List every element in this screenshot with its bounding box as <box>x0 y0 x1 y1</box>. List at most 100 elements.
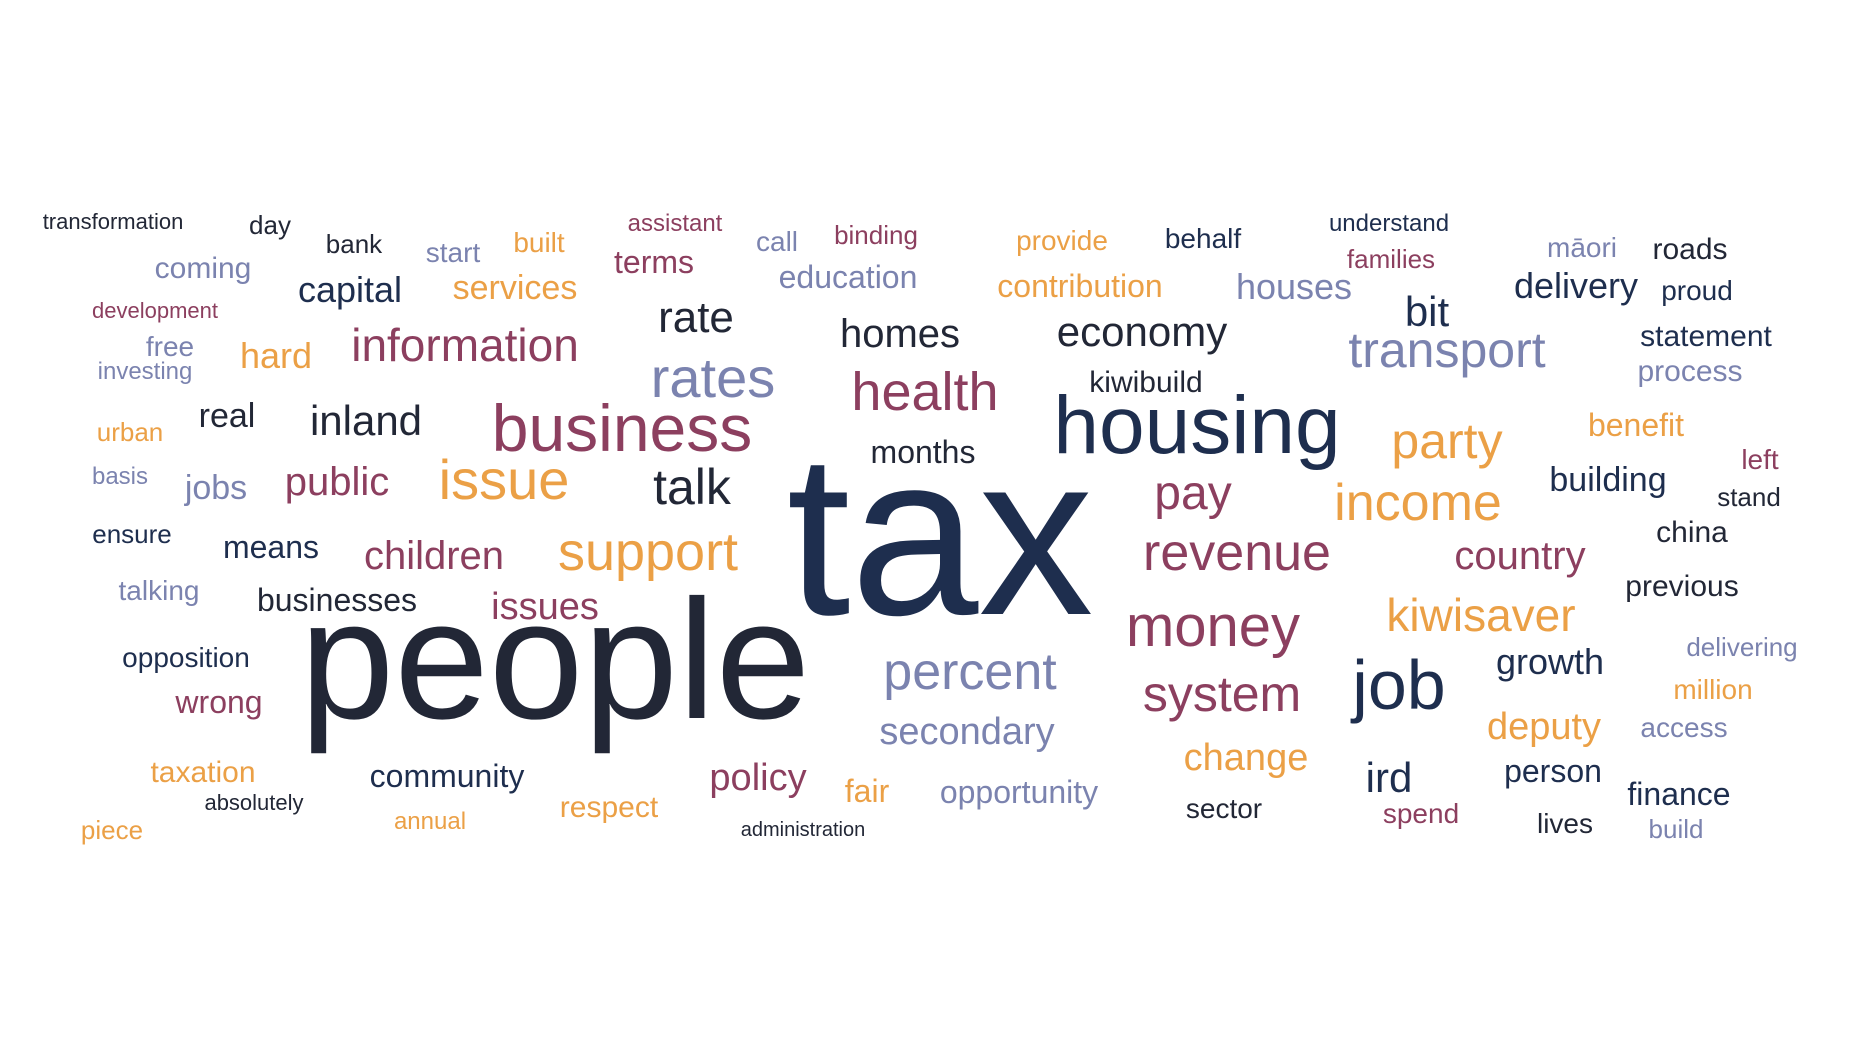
word-housing: housing <box>1053 380 1341 471</box>
word-built: built <box>513 227 565 258</box>
word-hard: hard <box>239 335 313 376</box>
word-kiwibuild: kiwibuild <box>1089 366 1203 399</box>
word-roads: roads <box>1652 233 1728 266</box>
word-inland: inland <box>309 397 423 444</box>
word-delivering: delivering <box>1686 632 1798 662</box>
word-health: health <box>851 362 999 422</box>
word-revenue: revenue <box>1143 524 1331 582</box>
word-build: build <box>1648 814 1704 844</box>
word-provide: provide <box>1016 225 1108 256</box>
word-access: access <box>1640 712 1728 743</box>
word-transport: transport <box>1348 322 1546 378</box>
word-houses: houses <box>1235 266 1353 307</box>
word-wrong: wrong <box>175 684 263 720</box>
word-development: development <box>92 298 218 323</box>
word-deputy: deputy <box>1486 706 1602 748</box>
word-behalf: behalf <box>1164 223 1242 254</box>
word-months: months <box>870 434 976 470</box>
word-absolutely: absolutely <box>204 790 304 815</box>
word-basis: basis <box>91 463 149 490</box>
word-secondary: secondary <box>879 711 1055 753</box>
word-income: income <box>1334 474 1502 532</box>
word-piece: piece <box>80 815 144 845</box>
word-investing: investing <box>97 358 193 385</box>
word-ird: ird <box>1365 754 1413 801</box>
word-opposition: opposition <box>122 642 250 673</box>
word-benefit: benefit <box>1587 407 1685 443</box>
word-respect: respect <box>559 791 659 824</box>
word-businesses: businesses <box>256 582 418 618</box>
word-economy: economy <box>1056 308 1228 355</box>
word-education: education <box>778 259 918 295</box>
word-proud: proud <box>1661 275 1733 306</box>
word-transformation: transformation <box>42 209 184 234</box>
word-rate: rate <box>658 293 734 342</box>
word-terms: terms <box>614 244 694 280</box>
word-administration: administration <box>740 819 866 841</box>
word-bank: bank <box>325 229 383 259</box>
word-coming: coming <box>154 252 252 285</box>
word-growth: growth <box>1495 641 1605 682</box>
word-public: public <box>284 460 390 504</box>
word-process: process <box>1637 355 1743 388</box>
word-urban: urban <box>96 417 164 447</box>
word-business: business <box>491 391 753 465</box>
word-binding: binding <box>834 220 918 250</box>
word-spend: spend <box>1382 798 1460 829</box>
word-community: community <box>369 758 525 794</box>
word-ensure: ensure <box>92 519 172 549</box>
word-maori: māori <box>1546 232 1618 263</box>
word-opportunity: opportunity <box>939 774 1099 810</box>
word-issues: issues <box>491 586 599 628</box>
word-day: day <box>249 210 291 240</box>
word-fair: fair <box>844 773 890 809</box>
word-support: support <box>557 522 739 582</box>
word-tax: tax <box>786 406 1094 663</box>
word-party: party <box>1391 413 1503 469</box>
word-children: children <box>363 534 505 578</box>
word-previous: previous <box>1625 570 1739 603</box>
word-building: building <box>1549 461 1667 499</box>
word-talk: talk <box>653 459 731 515</box>
word-million: million <box>1673 674 1753 705</box>
word-families: families <box>1346 244 1436 274</box>
word-bit: bit <box>1404 288 1450 335</box>
word-pay: pay <box>1154 467 1232 520</box>
word-means: means <box>222 529 320 565</box>
word-issue: issue <box>438 448 570 511</box>
word-talking: talking <box>118 575 200 606</box>
word-free: free <box>145 331 195 362</box>
word-system: system <box>1142 666 1302 722</box>
word-assistant: assistant <box>627 210 723 237</box>
word-lives: lives <box>1536 808 1594 839</box>
word-taxation: taxation <box>150 756 256 789</box>
word-money: money <box>1125 594 1301 659</box>
word-services: services <box>452 269 578 307</box>
word-china: china <box>1656 516 1728 549</box>
word-annual: annual <box>393 808 467 835</box>
word-call: call <box>755 226 799 257</box>
word-capital: capital <box>297 269 403 310</box>
word-delivery: delivery <box>1513 265 1639 306</box>
word-sector: sector <box>1185 793 1263 824</box>
word-rates: rates <box>650 346 776 409</box>
word-policy: policy <box>709 757 807 799</box>
word-country: country <box>1454 534 1586 578</box>
word-people: people <box>299 565 811 755</box>
word-finance: finance <box>1627 776 1731 812</box>
word-homes: homes <box>839 312 961 356</box>
word-start: start <box>425 237 481 268</box>
word-percent: percent <box>883 643 1057 701</box>
word-job: job <box>1352 646 1446 724</box>
word-information: information <box>351 319 579 371</box>
word-statement: statement <box>1640 320 1772 353</box>
word-understand: understand <box>1328 210 1450 237</box>
word-stand: stand <box>1717 482 1781 512</box>
word-contribution: contribution <box>997 268 1163 304</box>
word-change: change <box>1183 737 1309 779</box>
word-real: real <box>198 397 256 435</box>
word-person: person <box>1504 753 1602 789</box>
word-kiwisaver: kiwisaver <box>1386 589 1576 641</box>
word-jobs: jobs <box>184 469 248 507</box>
